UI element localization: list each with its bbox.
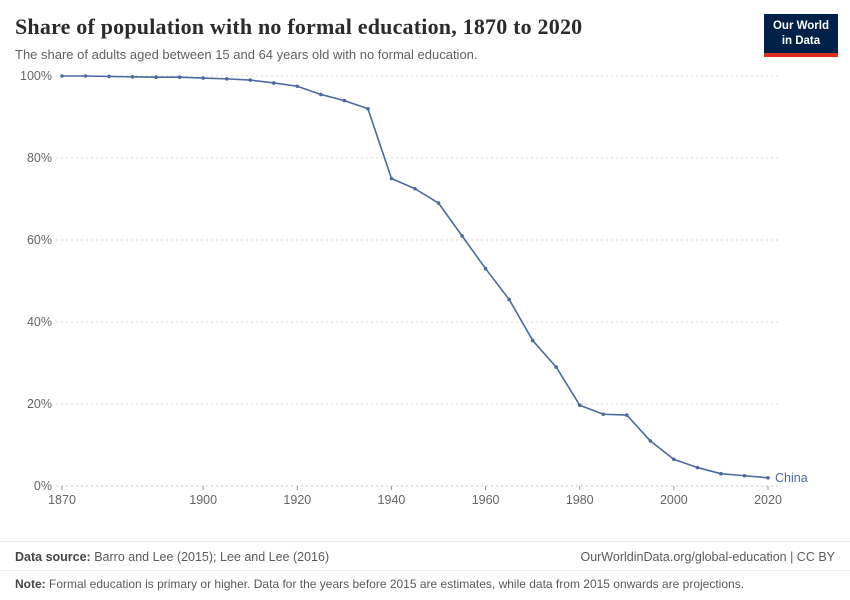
chart-subtitle: The share of adults aged between 15 and … xyxy=(15,47,478,62)
data-point[interactable] xyxy=(177,75,182,80)
data-point[interactable] xyxy=(507,297,511,302)
footnote-label: Note: xyxy=(15,577,46,591)
data-point[interactable] xyxy=(366,107,370,111)
data-point[interactable] xyxy=(625,413,629,417)
data-point[interactable] xyxy=(130,75,135,79)
y-tick-label: 40% xyxy=(27,315,52,329)
y-tick-label: 100% xyxy=(20,69,52,83)
y-tick-label: 0% xyxy=(34,479,52,493)
line-chart[interactable]: 0% 20% 40% 60% 80% 100% 1870 1900 1920 1940 1960 19… xyxy=(0,62,850,514)
data-point[interactable] xyxy=(272,81,276,85)
title-block: Share of population with no formal educa… xyxy=(15,14,582,62)
x-tick-label: 1980 xyxy=(566,493,594,507)
data-point[interactable] xyxy=(83,74,88,78)
data-point[interactable] xyxy=(601,412,606,417)
data-point[interactable] xyxy=(154,75,158,80)
x-tick-label: 1960 xyxy=(472,493,500,507)
data-point[interactable] xyxy=(483,266,488,271)
data-point[interactable] xyxy=(60,74,64,78)
data-point[interactable] xyxy=(342,98,347,103)
logo-line2: in Data xyxy=(781,34,821,47)
footnote-text: Formal education is primary or higher. D… xyxy=(49,577,745,591)
data-point[interactable] xyxy=(648,439,653,443)
data-point[interactable] xyxy=(436,201,441,205)
data-point[interactable] xyxy=(742,473,747,478)
x-tick-label: 1920 xyxy=(283,493,311,507)
footnote: Note: Formal education is primary or hig… xyxy=(0,570,850,600)
owid-link[interactable]: OurWorldinData.org/global-education | CC… xyxy=(580,550,835,564)
chart-header: Share of population with no formal educa… xyxy=(0,0,850,62)
x-tick-label: 1940 xyxy=(378,493,406,507)
x-tick-label: 2020 xyxy=(754,493,782,507)
data-point[interactable] xyxy=(295,84,300,89)
data-point[interactable] xyxy=(248,78,253,82)
data-point[interactable] xyxy=(577,403,582,408)
data-point[interactable] xyxy=(319,92,323,97)
data-source: Data source: Barro and Lee (2015); Lee a… xyxy=(15,550,329,564)
y-tick-label: 20% xyxy=(27,397,52,411)
y-tick-label: 60% xyxy=(27,233,52,247)
data-point[interactable] xyxy=(695,465,700,470)
chart-footer: Data source: Barro and Lee (2015); Lee a… xyxy=(0,541,850,600)
x-tick-label: 1900 xyxy=(189,493,217,507)
data-point[interactable] xyxy=(672,457,676,462)
data-source-label: Data source: xyxy=(15,550,91,564)
series-line-china[interactable] xyxy=(62,75,769,479)
data-point[interactable] xyxy=(766,476,770,480)
series-label[interactable]: China xyxy=(775,471,808,485)
x-tick-label: 2000 xyxy=(660,493,688,507)
data-point[interactable] xyxy=(719,471,723,476)
data-point[interactable] xyxy=(201,76,205,80)
data-point[interactable] xyxy=(554,365,558,369)
chart-title: Share of population with no formal educa… xyxy=(15,14,583,39)
data-point[interactable] xyxy=(389,176,394,181)
data-point[interactable] xyxy=(460,234,464,238)
owid-logo[interactable]: Our World in Data xyxy=(763,14,838,57)
logo-line1: Our World xyxy=(772,20,829,32)
data-point[interactable] xyxy=(530,338,535,343)
chart-area[interactable]: 0% 20% 40% 60% 80% 100% 1870 1900 1920 1940 1960 19… xyxy=(0,62,850,541)
data-point[interactable] xyxy=(107,74,111,79)
y-tick-label: 80% xyxy=(27,151,52,165)
data-source-text: Barro and Lee (2015); Lee and Lee (2016) xyxy=(94,550,330,564)
x-tick-label: 1870 xyxy=(48,493,76,507)
data-point[interactable] xyxy=(413,186,417,191)
data-point[interactable] xyxy=(224,77,229,81)
